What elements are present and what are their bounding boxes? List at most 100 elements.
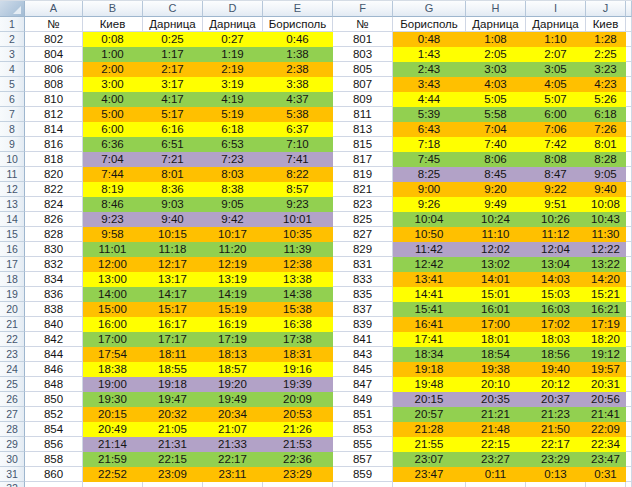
cell-D20[interactable]: 15:19 bbox=[203, 302, 263, 317]
cell-B9[interactable]: 6:36 bbox=[83, 137, 143, 152]
cell-E19[interactable]: 14:38 bbox=[263, 287, 333, 302]
cell-A26[interactable]: 850 bbox=[25, 392, 83, 407]
row-header-11[interactable]: 11 bbox=[0, 167, 25, 182]
cell-D31[interactable]: 23:11 bbox=[203, 467, 263, 482]
cell-F6[interactable]: 809 bbox=[333, 92, 393, 107]
cell-K20-partial[interactable] bbox=[626, 302, 632, 317]
cell-G19[interactable]: 14:41 bbox=[393, 287, 466, 302]
cell-K9-partial[interactable] bbox=[626, 137, 632, 152]
cell-G32[interactable] bbox=[393, 482, 466, 487]
row-header-13[interactable]: 13 bbox=[0, 197, 25, 212]
cell-G8[interactable]: 6:43 bbox=[393, 122, 466, 137]
cell-K3-partial[interactable] bbox=[626, 47, 632, 62]
cell-I28[interactable]: 21:50 bbox=[526, 422, 586, 437]
cell-B14[interactable]: 9:23 bbox=[83, 212, 143, 227]
cell-D7[interactable]: 5:19 bbox=[203, 107, 263, 122]
cell-C16[interactable]: 11:18 bbox=[143, 242, 203, 257]
cell-D15[interactable]: 10:17 bbox=[203, 227, 263, 242]
cell-H1[interactable]: Дарница bbox=[466, 17, 526, 32]
cell-I24[interactable]: 19:40 bbox=[526, 362, 586, 377]
cell-J22[interactable]: 18:20 bbox=[586, 332, 626, 347]
row-header-21[interactable]: 21 bbox=[0, 317, 25, 332]
column-header-F[interactable]: F bbox=[333, 1, 393, 17]
cell-K10-partial[interactable] bbox=[626, 152, 632, 167]
cell-G11[interactable]: 8:25 bbox=[393, 167, 466, 182]
cell-F16[interactable]: 829 bbox=[333, 242, 393, 257]
cell-F7[interactable]: 811 bbox=[333, 107, 393, 122]
cell-D29[interactable]: 21:33 bbox=[203, 437, 263, 452]
cell-H8[interactable]: 7:04 bbox=[466, 122, 526, 137]
cell-J15[interactable]: 11:30 bbox=[586, 227, 626, 242]
row-header-14[interactable]: 14 bbox=[0, 212, 25, 227]
cell-J29[interactable]: 22:34 bbox=[586, 437, 626, 452]
cell-B27[interactable]: 20:15 bbox=[83, 407, 143, 422]
cell-I5[interactable]: 4:05 bbox=[526, 77, 586, 92]
cell-H2[interactable]: 1:08 bbox=[466, 32, 526, 47]
column-header-I[interactable]: I bbox=[526, 1, 586, 17]
cell-A32[interactable] bbox=[25, 482, 83, 487]
cell-A4[interactable]: 806 bbox=[25, 62, 83, 77]
cell-D24[interactable]: 18:57 bbox=[203, 362, 263, 377]
cell-J30[interactable]: 23:47 bbox=[586, 452, 626, 467]
cell-J12[interactable]: 9:40 bbox=[586, 182, 626, 197]
cell-C3[interactable]: 1:17 bbox=[143, 47, 203, 62]
cell-I31[interactable]: 0:13 bbox=[526, 467, 586, 482]
cell-H6[interactable]: 5:05 bbox=[466, 92, 526, 107]
cell-G6[interactable]: 4:44 bbox=[393, 92, 466, 107]
cell-I16[interactable]: 12:04 bbox=[526, 242, 586, 257]
cell-K2-partial[interactable] bbox=[626, 32, 632, 47]
cell-C24[interactable]: 18:55 bbox=[143, 362, 203, 377]
cell-J5[interactable]: 4:23 bbox=[586, 77, 626, 92]
cell-J18[interactable]: 14:20 bbox=[586, 272, 626, 287]
row-header-16[interactable]: 16 bbox=[0, 242, 25, 257]
cell-E20[interactable]: 15:38 bbox=[263, 302, 333, 317]
cell-E29[interactable]: 21:53 bbox=[263, 437, 333, 452]
cell-J24[interactable]: 19:57 bbox=[586, 362, 626, 377]
cell-D23[interactable]: 18:13 bbox=[203, 347, 263, 362]
cell-A12[interactable]: 822 bbox=[25, 182, 83, 197]
cell-K21-partial[interactable] bbox=[626, 317, 632, 332]
row-header-31[interactable]: 31 bbox=[0, 467, 25, 482]
cell-K32-partial[interactable] bbox=[626, 482, 632, 487]
cell-H23[interactable]: 18:54 bbox=[466, 347, 526, 362]
cell-A6[interactable]: 810 bbox=[25, 92, 83, 107]
cell-C8[interactable]: 6:16 bbox=[143, 122, 203, 137]
row-header-20[interactable]: 20 bbox=[0, 302, 25, 317]
cell-I23[interactable]: 18:56 bbox=[526, 347, 586, 362]
cell-C20[interactable]: 15:17 bbox=[143, 302, 203, 317]
cell-C23[interactable]: 18:11 bbox=[143, 347, 203, 362]
column-header-A[interactable]: A bbox=[25, 1, 83, 17]
cell-H27[interactable]: 21:21 bbox=[466, 407, 526, 422]
cell-J31[interactable]: 0:31 bbox=[586, 467, 626, 482]
cell-F5[interactable]: 807 bbox=[333, 77, 393, 92]
cell-H5[interactable]: 4:03 bbox=[466, 77, 526, 92]
row-header-12[interactable]: 12 bbox=[0, 182, 25, 197]
cell-F14[interactable]: 825 bbox=[333, 212, 393, 227]
cell-I32[interactable] bbox=[526, 482, 586, 487]
cell-F29[interactable]: 855 bbox=[333, 437, 393, 452]
cell-F11[interactable]: 819 bbox=[333, 167, 393, 182]
cell-E3[interactable]: 1:38 bbox=[263, 47, 333, 62]
cell-D11[interactable]: 8:03 bbox=[203, 167, 263, 182]
cell-F31[interactable]: 859 bbox=[333, 467, 393, 482]
cell-G24[interactable]: 19:18 bbox=[393, 362, 466, 377]
cell-K29-partial[interactable] bbox=[626, 437, 632, 452]
cell-K31-partial[interactable] bbox=[626, 467, 632, 482]
cell-K7-partial[interactable] bbox=[626, 107, 632, 122]
cell-D10[interactable]: 7:23 bbox=[203, 152, 263, 167]
cell-C26[interactable]: 19:47 bbox=[143, 392, 203, 407]
cell-A7[interactable]: 812 bbox=[25, 107, 83, 122]
cell-A31[interactable]: 860 bbox=[25, 467, 83, 482]
cell-A15[interactable]: 828 bbox=[25, 227, 83, 242]
cell-K25-partial[interactable] bbox=[626, 377, 632, 392]
cell-J32[interactable] bbox=[586, 482, 626, 487]
cell-C10[interactable]: 7:21 bbox=[143, 152, 203, 167]
cell-E21[interactable]: 16:38 bbox=[263, 317, 333, 332]
cell-G22[interactable]: 17:41 bbox=[393, 332, 466, 347]
cell-B30[interactable]: 21:59 bbox=[83, 452, 143, 467]
cell-G23[interactable]: 18:34 bbox=[393, 347, 466, 362]
cell-G3[interactable]: 1:43 bbox=[393, 47, 466, 62]
row-header-26[interactable]: 26 bbox=[0, 392, 25, 407]
row-header-2[interactable]: 2 bbox=[0, 32, 25, 47]
cell-J28[interactable]: 22:09 bbox=[586, 422, 626, 437]
